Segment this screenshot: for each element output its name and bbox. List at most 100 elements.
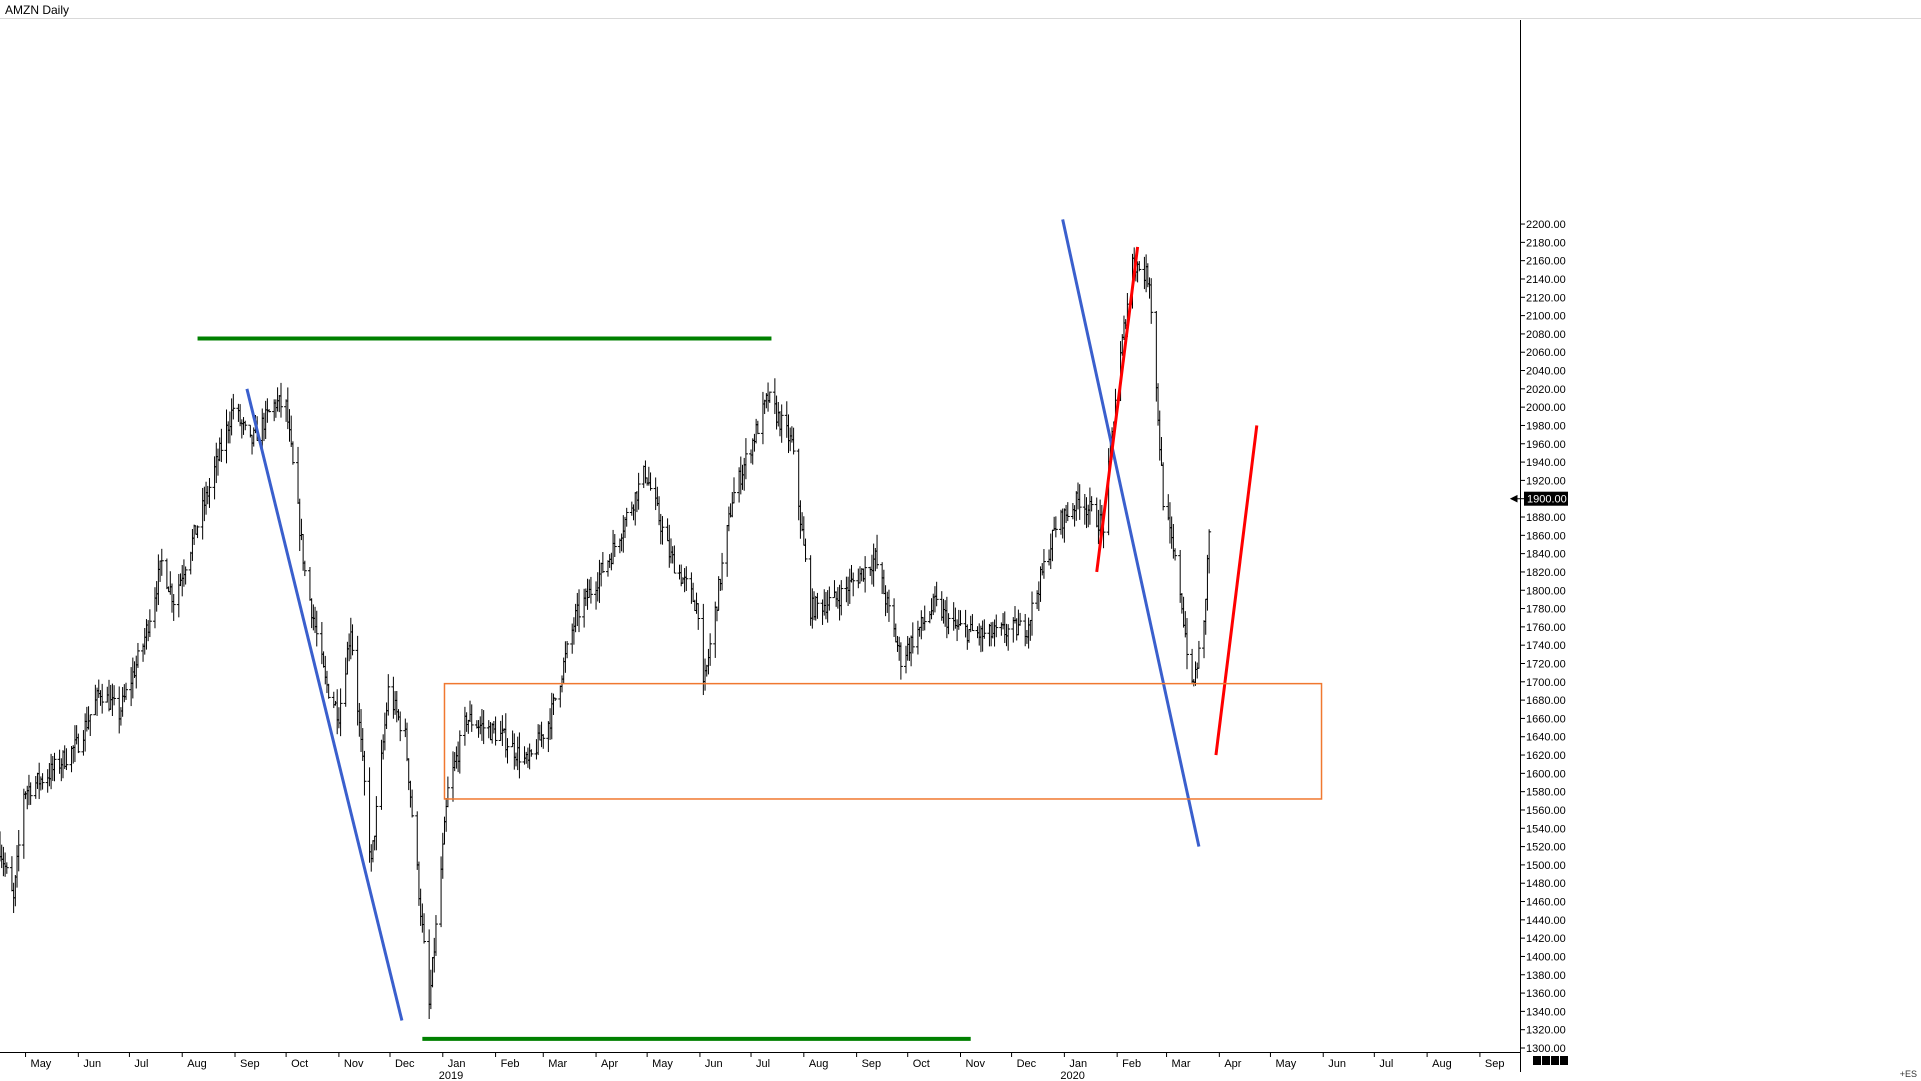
- x-tick-label: May: [31, 1058, 52, 1070]
- y-tick-label: 1800.00: [1526, 585, 1566, 597]
- ohlc-bar: [708, 633, 713, 666]
- y-tick-label: 1920.00: [1526, 475, 1566, 487]
- x-tick-label: Nov: [344, 1058, 364, 1070]
- ohlc-bar: [934, 581, 939, 607]
- ohlc-bar: [290, 441, 295, 465]
- y-tick-label: 2000.00: [1526, 402, 1566, 414]
- x-tick-label: Jul: [134, 1058, 148, 1070]
- y-tick-label: 1760.00: [1526, 622, 1566, 634]
- ohlc-bar: [529, 749, 534, 757]
- ohlc-bar: [863, 556, 868, 593]
- ohlc-bar: [755, 420, 760, 435]
- ohlc-bar: [1030, 591, 1035, 636]
- ohlc-bar: [648, 472, 653, 491]
- corner-label: +ES: [1899, 1069, 1917, 1079]
- y-tick-label: 1400.00: [1526, 951, 1566, 963]
- ohlc-bar: [433, 915, 438, 956]
- ohlc-bar: [725, 524, 730, 577]
- drawings: [197, 219, 1323, 1041]
- ohlc-bar: [457, 730, 462, 774]
- x-tick-label: Jul: [756, 1058, 770, 1070]
- ohlc-bar: [164, 558, 169, 590]
- x-tick-label: Sep: [862, 1058, 882, 1070]
- ohlc-bar: [958, 610, 963, 626]
- ohlc-bar: [410, 789, 415, 818]
- ohlc-bar: [398, 711, 403, 742]
- x-tick-label: Aug: [187, 1058, 207, 1070]
- zoom-control-block: [1542, 1056, 1550, 1065]
- ohlc-bar: [1173, 548, 1178, 561]
- y-tick-label: 1480.00: [1526, 878, 1566, 890]
- current-price-arrow-icon: [1509, 494, 1521, 503]
- ohlc-bar: [517, 732, 522, 779]
- trendline: [1214, 425, 1259, 756]
- x-tick-label: Mar: [1172, 1058, 1191, 1070]
- y-tick-label: 1780.00: [1526, 604, 1566, 616]
- ohlc-bar: [1161, 462, 1166, 511]
- y-tick-label: 2120.00: [1526, 292, 1566, 304]
- x-tick-label: Oct: [913, 1058, 930, 1070]
- ohlc-bar: [541, 734, 546, 749]
- y-tick-label: 1580.00: [1526, 787, 1566, 799]
- y-tick-label: 2140.00: [1526, 274, 1566, 286]
- y-tick-label: 1960.00: [1526, 439, 1566, 451]
- ohlc-bar: [1065, 502, 1070, 522]
- y-tick-label: 1880.00: [1526, 512, 1566, 524]
- ohlc-bar: [415, 811, 420, 870]
- ohlc-bar: [720, 552, 725, 591]
- price-axis: 1300.00 1320.00 1340.00 1360.00 1380.00 1400.…: [1509, 20, 1568, 1072]
- ohlc-bar: [767, 391, 772, 403]
- y-tick-label: 2060.00: [1526, 347, 1566, 359]
- ohlc-bar: [1137, 261, 1142, 272]
- ohlc-bar: [588, 576, 593, 604]
- trendline: [245, 388, 404, 1021]
- x-tick-label: Dec: [395, 1058, 415, 1070]
- ohlc-bar: [296, 446, 301, 504]
- x-tick-label: Dec: [1017, 1058, 1037, 1070]
- ohlc-bar: [267, 409, 272, 413]
- ohlc-bar: [743, 438, 748, 480]
- x-tick-label: Feb: [1122, 1058, 1141, 1070]
- y-tick-label: 2080.00: [1526, 329, 1566, 341]
- ohlc-bar: [307, 567, 312, 601]
- y-tick-label: 2020.00: [1526, 384, 1566, 396]
- ohlc-bar: [1041, 549, 1046, 579]
- ohlc-bar: [553, 697, 558, 701]
- ohlc-bar: [64, 748, 69, 771]
- ohlc-bar: [195, 525, 200, 539]
- ohlc-bar: [16, 830, 21, 872]
- price-bars: [0, 247, 1212, 1019]
- ohlc-bar: [159, 548, 164, 576]
- ohlc-bar: [88, 714, 93, 737]
- x-tick-label: Jun: [705, 1058, 723, 1070]
- ohlc-bar: [493, 716, 498, 746]
- ohlc-bar: [1149, 278, 1154, 324]
- x-tick-label: Jul: [1379, 1058, 1393, 1070]
- ohlc-bar: [481, 710, 486, 745]
- ohlc-bar: [21, 788, 26, 859]
- ohlc-bar: [1089, 496, 1094, 512]
- chart-title: AMZN Daily: [5, 3, 70, 17]
- ohlc-bar: [1018, 612, 1023, 626]
- y-tick-label: 2040.00: [1526, 366, 1566, 378]
- ohlc-bar: [100, 683, 105, 714]
- y-tick-label: 1440.00: [1526, 915, 1566, 927]
- x-tick-label: Apr: [601, 1058, 618, 1070]
- ohlc-bar: [135, 642, 140, 668]
- x-year-label: 2019: [439, 1070, 463, 1081]
- ohlc-bar: [76, 733, 81, 754]
- x-tick-label: Jun: [1328, 1058, 1346, 1070]
- y-tick-label: 2100.00: [1526, 311, 1566, 323]
- y-tick-label: 1820.00: [1526, 567, 1566, 579]
- y-tick-label: 1560.00: [1526, 805, 1566, 817]
- y-tick-label: 1640.00: [1526, 732, 1566, 744]
- y-tick-label: 1320.00: [1526, 1025, 1566, 1037]
- y-tick-label: 2180.00: [1526, 237, 1566, 249]
- x-tick-label: Jan: [448, 1058, 466, 1070]
- x-tick-label: Nov: [965, 1058, 985, 1070]
- y-tick-label: 1720.00: [1526, 658, 1566, 670]
- ohlc-bar: [362, 750, 367, 796]
- ohlc-bar: [1207, 529, 1212, 574]
